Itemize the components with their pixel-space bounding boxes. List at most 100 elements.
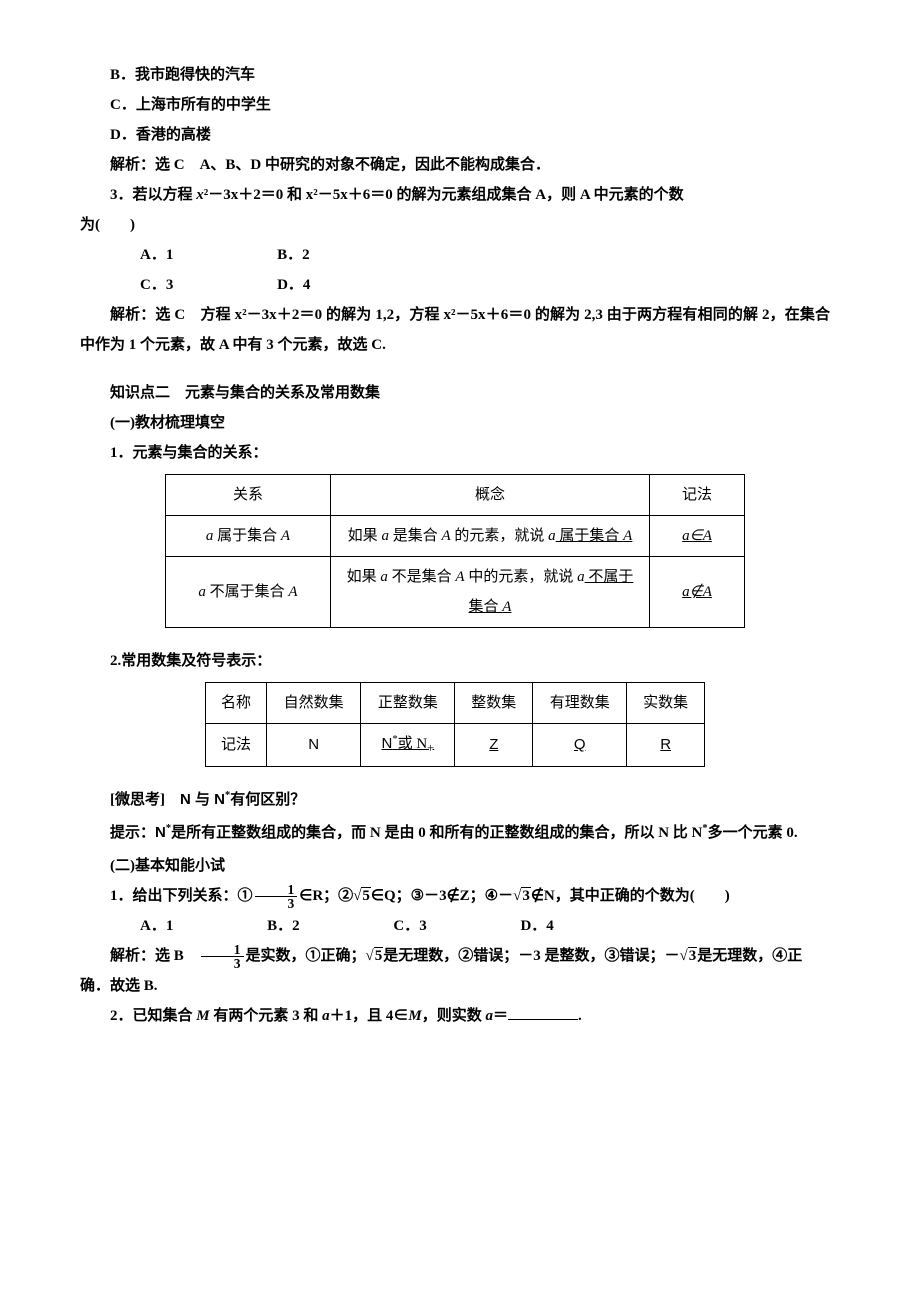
- var-a: a: [198, 584, 206, 600]
- q2-option-d: D．香港的高楼: [80, 120, 830, 150]
- cell: a∈A: [650, 516, 745, 557]
- sqrt-3: √3: [680, 947, 698, 964]
- sym-N: N: [308, 736, 319, 753]
- text: 是所有正整数组成的集合，而 N 是由 0 和所有的正整数组成的集合，所以 N 比…: [171, 825, 702, 841]
- q1b-opt-c: C．3: [363, 911, 426, 941]
- text: ∈R；②: [299, 888, 353, 904]
- cell-Q: Q: [533, 724, 627, 767]
- var: a: [380, 569, 388, 585]
- cell: a∉A: [650, 557, 745, 628]
- th-concept: 概念: [331, 475, 650, 516]
- cell-Nstar: N*或 N+: [361, 724, 455, 767]
- th-name: 名称: [206, 683, 267, 724]
- q1b-options: A．1 B．2 C．3 D．4: [80, 911, 830, 941]
- sym-Q: Q: [574, 736, 586, 753]
- var-A: A: [288, 584, 297, 600]
- cell: 如果 a 是集合 A 的元素，就说 a 属于集合 A: [331, 516, 650, 557]
- numerator: 1: [255, 883, 298, 898]
- var: a: [577, 569, 585, 585]
- micro-think: [微思考] N 与 N*有何区别？: [80, 785, 830, 815]
- sym-N: N: [381, 735, 392, 752]
- text: 给出下列关系：①: [133, 888, 253, 904]
- cell-R: R: [627, 724, 705, 767]
- th-notation: 记法: [650, 475, 745, 516]
- text: 的元素，就说: [451, 528, 549, 544]
- cell-label: 记法: [206, 724, 267, 767]
- th-real: 实数集: [627, 683, 705, 724]
- notation: a∉A: [682, 584, 712, 600]
- denominator: 3: [201, 957, 244, 971]
- var-M: M: [408, 1008, 421, 1024]
- text: 有两个元素 3 和: [210, 1008, 323, 1024]
- table-row: 关系 概念 记法: [166, 475, 745, 516]
- text: 若以方程: [133, 187, 197, 203]
- var: A: [623, 528, 632, 544]
- cell-N: N: [266, 724, 360, 767]
- q3-stem-cont: 为( ): [80, 210, 830, 240]
- q3-stem: 3．若以方程 x²－3x＋2＝0 和 x²－5x＋6＝0 的解为元素组成集合 A…: [80, 180, 830, 210]
- var-a: a: [486, 1008, 494, 1024]
- radicand: 5: [374, 947, 384, 964]
- hint: 提示：N*是所有正整数组成的集合，而 N 是由 0 和所有的正整数组成的集合，所…: [80, 815, 830, 851]
- subsection-2-title: (二)基本知能小试: [80, 851, 830, 881]
- text: 不是集合: [388, 569, 456, 585]
- q3-options-row1: A．1 B．2: [80, 240, 830, 270]
- text: 属于集合: [213, 528, 281, 544]
- table-row: 记法 N N*或 N+ Z Q R: [206, 724, 705, 767]
- notation: a∈A: [682, 528, 712, 544]
- q2b-stem: 2．已知集合 M 有两个元素 3 和 a＋1，且 4∈M，则实数 a＝.: [80, 1001, 830, 1031]
- q3-num: 3．: [110, 187, 133, 203]
- text: 是无理数，②错误；－3 是整数，③错误；－: [383, 948, 679, 964]
- text: 如果: [348, 528, 382, 544]
- radicand: 5: [361, 887, 371, 904]
- table-row: 名称 自然数集 正整数集 整数集 有理数集 实数集: [206, 683, 705, 724]
- table-row: a 不属于集合 A 如果 a 不是集合 A 中的元素，就说 a 不属于集合 A …: [166, 557, 745, 628]
- text: 或 N: [398, 736, 428, 752]
- text: ＋1，且 4∈: [330, 1008, 409, 1024]
- q1b-opt-d: D．4: [490, 911, 553, 941]
- sqrt-5: √5: [353, 887, 371, 904]
- q3-solution: 解析：选 C 方程 x²－3x＋2＝0 的解为 1,2，方程 x²－5x＋6＝0…: [80, 300, 830, 360]
- fraction-1-3: 13: [255, 883, 298, 911]
- cell: a 属于集合 A: [166, 516, 331, 557]
- text: 是集合: [389, 528, 442, 544]
- text: N 与 N: [180, 791, 225, 808]
- solution-prefix: 解析：选 C: [110, 157, 200, 173]
- text: 不属于集合: [206, 584, 289, 600]
- text: ∈Q；③－3∉Z；④－: [371, 888, 513, 904]
- solution-prefix: 解析：选 B: [110, 948, 199, 964]
- cell-Z: Z: [455, 724, 533, 767]
- denominator: 3: [255, 897, 298, 911]
- sqrt-5: √5: [366, 947, 384, 964]
- sqrt-3: √3: [513, 887, 531, 904]
- cell: 如果 a 不是集合 A 中的元素，就说 a 不属于集合 A: [331, 557, 650, 628]
- var: A: [441, 528, 450, 544]
- q2b-num: 2．: [110, 1008, 133, 1024]
- q3-opt-c: C．3: [110, 270, 173, 300]
- table-row: a 属于集合 A 如果 a 是集合 A 的元素，就说 a 属于集合 A a∈A: [166, 516, 745, 557]
- text: 多一个元素 0.: [708, 825, 798, 841]
- th-int: 整数集: [455, 683, 533, 724]
- q2-option-c: C．上海市所有的中学生: [80, 90, 830, 120]
- var-x: x: [196, 187, 204, 203]
- var: A: [455, 569, 464, 585]
- var: a: [548, 528, 556, 544]
- var: A: [502, 599, 511, 615]
- sub-plus: +: [427, 741, 434, 755]
- sym-R: R: [660, 736, 671, 753]
- solution-body: A、B、D 中研究的对象不确定，因此不能构成集合．: [200, 157, 550, 173]
- sym-N: N: [155, 824, 166, 841]
- var-M: M: [196, 1008, 209, 1024]
- relation-table: 关系 概念 记法 a 属于集合 A 如果 a 是集合 A 的元素，就说 a 属于…: [165, 474, 745, 628]
- subsection-1-title: (一)教材梳理填空: [80, 408, 830, 438]
- q1b-stem: 1．给出下列关系：①13∈R；②√5∈Q；③－3∉Z；④－√3∉N，其中正确的个…: [80, 881, 830, 911]
- text: .: [578, 1008, 582, 1024]
- answer-blank[interactable]: [508, 1004, 578, 1020]
- text: 有何区别？: [230, 792, 305, 808]
- var-A: A: [281, 528, 290, 544]
- fraction-1-3: 13: [201, 943, 244, 971]
- underline: N*或 N+: [381, 736, 434, 752]
- text: 中的元素，就说: [465, 569, 578, 585]
- radicand: 3: [521, 887, 531, 904]
- var: a: [381, 528, 389, 544]
